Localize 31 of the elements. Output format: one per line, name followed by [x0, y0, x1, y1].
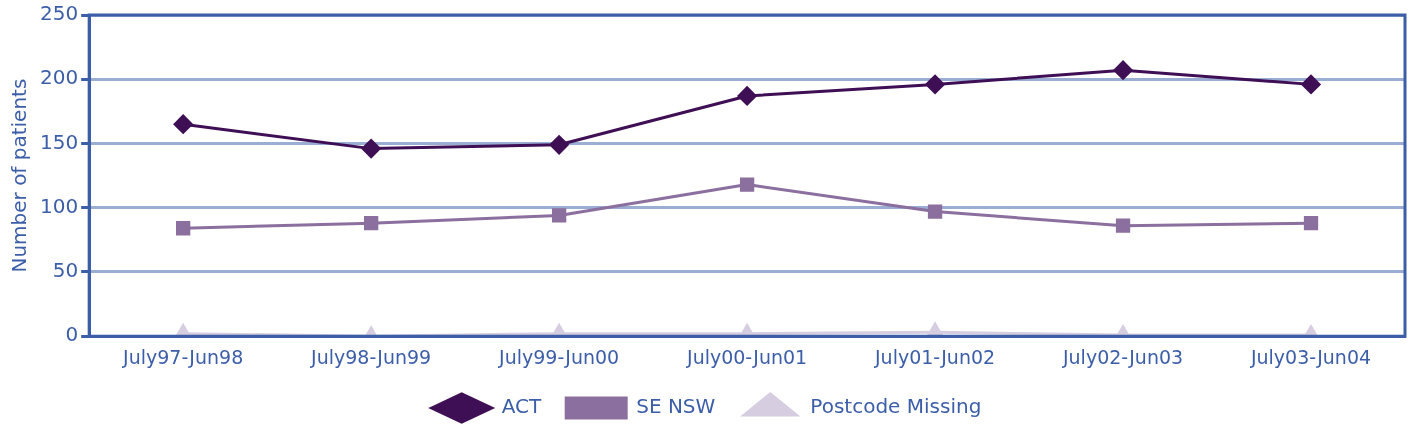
y-tick-label: 0 [65, 322, 79, 347]
point [363, 215, 379, 231]
legend-label: Postcode Missing [810, 394, 982, 419]
legend-label: SE NSW [636, 394, 716, 419]
x-tick-label: July01-Jun02 [874, 345, 996, 368]
point [361, 139, 381, 159]
x-tick-label: July03-Jun04 [1249, 345, 1372, 368]
point [739, 177, 755, 192]
point [173, 114, 193, 134]
x-tick-label: July98-Jun99 [310, 345, 432, 368]
y-tick-label: 200 [39, 65, 79, 90]
point [1113, 60, 1133, 80]
y-tick-label: 50 [52, 258, 79, 283]
x-tick-label: July97-Jun98 [122, 345, 244, 368]
x-tick-label: July00-Jun01 [686, 345, 808, 368]
point [176, 221, 191, 236]
point [1301, 74, 1321, 94]
point [737, 86, 757, 106]
legend-label: ACT [501, 394, 542, 419]
x-tick-label: July99-Jun00 [498, 345, 620, 368]
point [549, 135, 569, 155]
y-tick-label: 100 [39, 193, 79, 218]
y-tick-label: 150 [39, 129, 79, 154]
y-tick-label: 250 [39, 1, 79, 26]
point [1115, 218, 1131, 233]
point [551, 208, 567, 223]
point [925, 74, 945, 94]
point [927, 204, 943, 219]
y-axis-title: Number of patients [7, 78, 32, 273]
x-tick-label: July02-Jun03 [1061, 345, 1184, 368]
point [1303, 215, 1319, 231]
